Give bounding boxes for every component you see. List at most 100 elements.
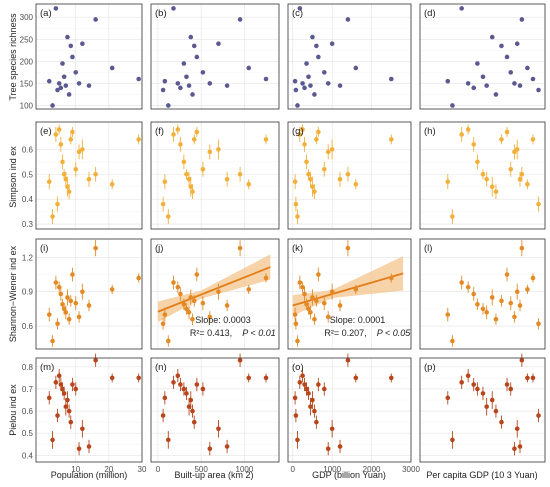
panel-tag: (c) <box>292 8 303 19</box>
panel-pielou-population: 0.4 0.5 0.6 0.7 0.8 10 20 30 (m) <box>22 353 147 474</box>
data-point <box>50 338 55 344</box>
data-point <box>480 171 486 177</box>
data-point <box>191 298 197 304</box>
y-tick-label: 250 <box>20 35 34 44</box>
x-tick-label: 1000 <box>236 465 254 474</box>
ylabel-richness: Tree species richness <box>8 13 18 101</box>
data-point <box>194 382 200 387</box>
data-point <box>224 303 230 308</box>
data-point <box>53 280 59 285</box>
panel-tag: (l) <box>424 243 432 254</box>
panel-background <box>288 4 411 109</box>
x-tick-label: 3000 <box>402 465 420 474</box>
data-point <box>314 298 319 304</box>
data-point <box>310 184 315 189</box>
panel-richness-population: 100 150 200 250 300 (a) <box>20 3 143 110</box>
data-point <box>46 78 52 84</box>
column-axis-titles: Population (million) Built-up area (km 2… <box>51 470 538 480</box>
x-tick-label: 500 <box>194 465 208 474</box>
data-point <box>310 295 315 300</box>
data-point <box>321 70 327 75</box>
panel-tag: (p) <box>424 362 436 373</box>
panel-pielou-percapita: (p) <box>419 353 546 463</box>
data-point <box>55 413 60 418</box>
data-point <box>181 386 187 392</box>
data-point <box>499 419 504 425</box>
data-point <box>86 444 92 449</box>
y-tick-label: 0.6 <box>22 145 34 154</box>
data-point <box>489 397 495 403</box>
panel-frame <box>150 238 280 350</box>
data-point <box>263 76 269 82</box>
data-point <box>308 404 313 409</box>
xlabel-percapita: Per capita GDP (10 3 Yuan) <box>426 470 537 480</box>
data-point <box>224 176 230 182</box>
data-point <box>329 147 335 152</box>
data-point <box>504 382 510 387</box>
data-point <box>316 129 321 135</box>
data-point <box>186 404 192 409</box>
data-point <box>300 373 305 379</box>
x-tick-label: 10 <box>71 465 80 474</box>
data-point <box>61 306 67 312</box>
data-point <box>76 314 82 320</box>
data-point <box>162 179 168 185</box>
data-point <box>514 426 520 432</box>
panel-background <box>420 358 545 462</box>
data-point <box>55 321 60 327</box>
data-point <box>345 171 351 177</box>
data-point <box>329 426 335 432</box>
data-point <box>325 81 331 86</box>
data-point <box>160 201 166 207</box>
panel-frame <box>35 3 143 110</box>
data-point <box>76 446 82 452</box>
data-point <box>312 189 317 194</box>
data-point <box>93 245 98 251</box>
data-point <box>295 437 300 443</box>
data-point <box>329 41 335 47</box>
data-point <box>508 386 514 392</box>
data-point <box>207 149 213 155</box>
panel-tag: (n) <box>155 362 167 373</box>
panel-tag: (a) <box>40 8 52 19</box>
data-point <box>162 312 168 317</box>
data-point <box>300 127 305 132</box>
data-point <box>70 129 75 135</box>
data-point <box>224 83 230 88</box>
data-point <box>300 284 305 290</box>
data-point <box>321 166 327 172</box>
data-point <box>450 338 455 344</box>
data-point <box>109 287 115 292</box>
data-point <box>68 137 74 142</box>
data-point <box>93 171 98 177</box>
data-point <box>304 61 309 66</box>
data-point <box>353 375 359 381</box>
data-point <box>93 17 98 22</box>
data-point <box>216 147 221 152</box>
data-point <box>86 83 92 88</box>
data-point <box>465 81 471 86</box>
data-point <box>517 83 523 88</box>
data-point <box>181 302 187 307</box>
data-point <box>465 284 471 290</box>
data-point <box>493 92 499 97</box>
data-point <box>325 446 331 452</box>
data-point <box>517 176 523 182</box>
y-tick-label: 150 <box>20 79 34 88</box>
data-point <box>216 426 221 432</box>
data-point <box>514 147 520 152</box>
panel-frame <box>419 357 546 463</box>
data-point <box>450 103 455 108</box>
data-point <box>345 357 351 363</box>
data-point <box>61 171 67 177</box>
data-point <box>316 54 321 60</box>
data-point <box>306 306 311 312</box>
data-point <box>63 310 69 315</box>
data-point <box>56 373 62 379</box>
data-point <box>310 397 315 403</box>
panel-tag: (g) <box>292 126 304 137</box>
data-point <box>76 149 82 155</box>
data-point <box>459 280 464 285</box>
